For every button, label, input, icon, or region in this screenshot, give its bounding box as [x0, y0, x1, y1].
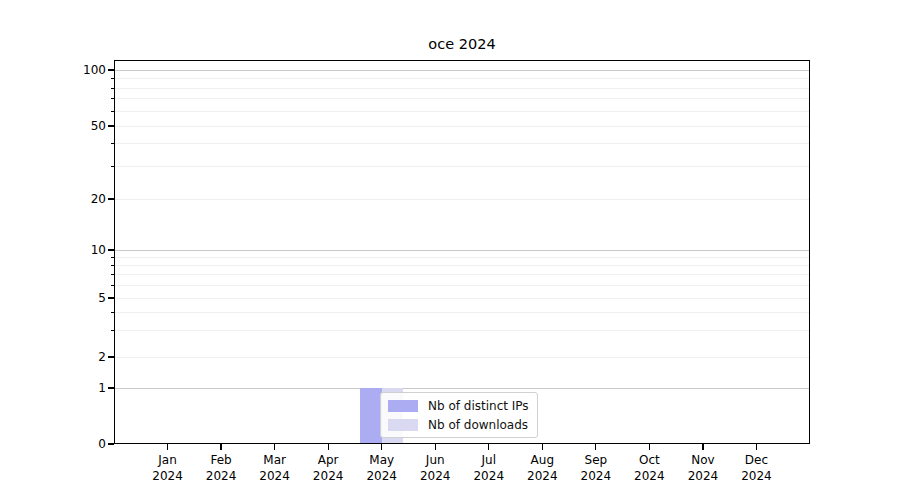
y-minor-tick-mark	[111, 330, 115, 331]
gridline-major	[114, 388, 810, 389]
y-minor-tick-mark	[111, 274, 115, 275]
x-tick-mark	[167, 444, 168, 450]
y-tick-label: 0	[40, 436, 106, 452]
x-tick-mark	[274, 444, 275, 450]
legend-label: Nb of downloads	[428, 418, 528, 432]
y-tick-label: 10	[40, 242, 106, 258]
y-tick-mark	[108, 69, 114, 70]
x-tick-mark	[542, 444, 543, 450]
gridline-major	[114, 70, 810, 71]
y-tick-mark	[108, 198, 114, 199]
x-tick-mark	[328, 444, 329, 450]
y-tick-mark	[108, 249, 114, 250]
x-tick-label: Dec 2024	[724, 453, 788, 484]
x-tick-mark	[595, 444, 596, 450]
gridline-minor	[114, 257, 810, 258]
y-minor-tick-mark	[111, 265, 115, 266]
gridline-minor	[114, 166, 810, 167]
x-tick-mark	[435, 444, 436, 450]
x-tick-mark	[381, 444, 382, 450]
y-tick-mark	[108, 297, 114, 298]
y-tick-label: 2	[40, 349, 106, 365]
gridline-minor	[114, 111, 810, 112]
y-tick-label: 5	[40, 290, 106, 306]
gridline-minor	[114, 265, 810, 266]
legend-item: Nb of downloads	[388, 418, 529, 432]
gridline-minor	[114, 98, 810, 99]
gridline-minor	[114, 143, 810, 144]
gridline-minor	[114, 330, 810, 331]
chart-figure: oce 2024 Nb of distinct IPs Nb of downloa…	[0, 0, 900, 500]
y-tick-label: 100	[40, 62, 106, 78]
gridline-minor	[114, 126, 810, 127]
y-minor-tick-mark	[111, 88, 115, 89]
y-tick-mark	[108, 443, 114, 444]
y-tick-mark	[108, 387, 114, 388]
gridline-minor	[114, 357, 810, 358]
legend-item: Nb of distinct IPs	[388, 399, 529, 413]
y-minor-tick-mark	[111, 111, 115, 112]
legend-swatch	[388, 419, 418, 431]
y-minor-tick-mark	[111, 285, 115, 286]
gridline-minor	[114, 298, 810, 299]
y-minor-tick-mark	[111, 78, 115, 79]
y-minor-tick-mark	[111, 166, 115, 167]
x-tick-mark	[220, 444, 221, 450]
gridline-minor	[114, 274, 810, 275]
y-tick-label: 20	[40, 191, 106, 207]
plot-area: Nb of distinct IPs Nb of downloads	[114, 60, 810, 444]
legend-label: Nb of distinct IPs	[428, 399, 529, 413]
gridline-minor	[114, 199, 810, 200]
legend-swatch	[388, 400, 418, 412]
y-minor-tick-mark	[111, 98, 115, 99]
y-tick-label: 1	[40, 380, 106, 396]
y-minor-tick-mark	[111, 312, 115, 313]
gridline-minor	[114, 312, 810, 313]
gridline-minor	[114, 88, 810, 89]
gridline-major	[114, 250, 810, 251]
x-tick-mark	[649, 444, 650, 450]
x-tick-mark	[488, 444, 489, 450]
gridline-minor	[114, 285, 810, 286]
gridline-minor	[114, 78, 810, 79]
chart-title: oce 2024	[114, 34, 810, 54]
y-minor-tick-mark	[111, 143, 115, 144]
y-tick-mark	[108, 356, 114, 357]
y-tick-mark	[108, 125, 114, 126]
x-tick-mark	[702, 444, 703, 450]
y-minor-tick-mark	[111, 257, 115, 258]
legend: Nb of distinct IPs Nb of downloads	[380, 392, 538, 438]
x-tick-mark	[756, 444, 757, 450]
bar-nb-of-distinct-ips	[360, 388, 381, 443]
y-tick-label: 50	[40, 118, 106, 134]
